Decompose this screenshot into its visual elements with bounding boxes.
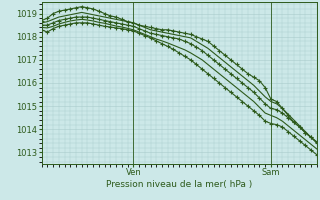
X-axis label: Pression niveau de la mer( hPa ): Pression niveau de la mer( hPa ) (106, 180, 252, 189)
